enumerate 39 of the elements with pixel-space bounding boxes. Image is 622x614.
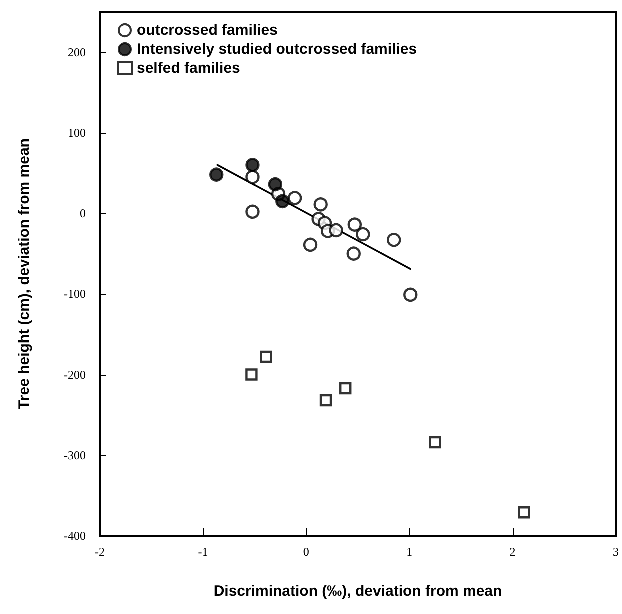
point: [288, 191, 302, 206]
y-tick-label: 0: [80, 206, 86, 221]
point: [518, 506, 530, 519]
x-tick-label: -1: [198, 545, 208, 559]
point: [346, 246, 361, 261]
point: [329, 223, 344, 238]
y-tick-label: 100: [68, 126, 86, 140]
point: [387, 233, 402, 248]
y-tick-label: 200: [68, 45, 86, 60]
point: [246, 170, 260, 184]
point: [429, 436, 442, 449]
point: [320, 394, 332, 407]
x-tick-label: 3: [613, 545, 619, 559]
y-tick-label: -200: [64, 368, 86, 382]
legend-label: Intensively studied outcrossed families: [137, 41, 418, 58]
legend-label: selfed families: [137, 60, 240, 77]
x-tick-label: 2: [510, 545, 516, 559]
y-tick-label: -400: [64, 529, 86, 543]
point: [348, 218, 362, 232]
point: [340, 382, 352, 395]
x-tick-label: 0: [303, 545, 310, 559]
point: [276, 194, 290, 209]
point: [260, 350, 272, 364]
y-tick-label: -100: [64, 287, 86, 302]
x-tick-label: 1: [406, 545, 413, 559]
x-axis-title: Discrimination (‰), deviation from mean: [214, 583, 502, 600]
point: [210, 168, 224, 182]
y-axis-title: Tree height (cm), deviation from mean: [16, 138, 33, 410]
point: [404, 288, 418, 302]
x-tick-label: -2: [95, 545, 105, 559]
point: [356, 227, 370, 242]
point: [268, 177, 283, 192]
point: [314, 198, 328, 212]
point: [246, 204, 260, 220]
legend-label: outcrossed families: [137, 22, 278, 39]
point: [303, 238, 318, 252]
point: [246, 368, 258, 381]
point: [246, 158, 260, 172]
y-tick-label: -300: [64, 448, 86, 462]
